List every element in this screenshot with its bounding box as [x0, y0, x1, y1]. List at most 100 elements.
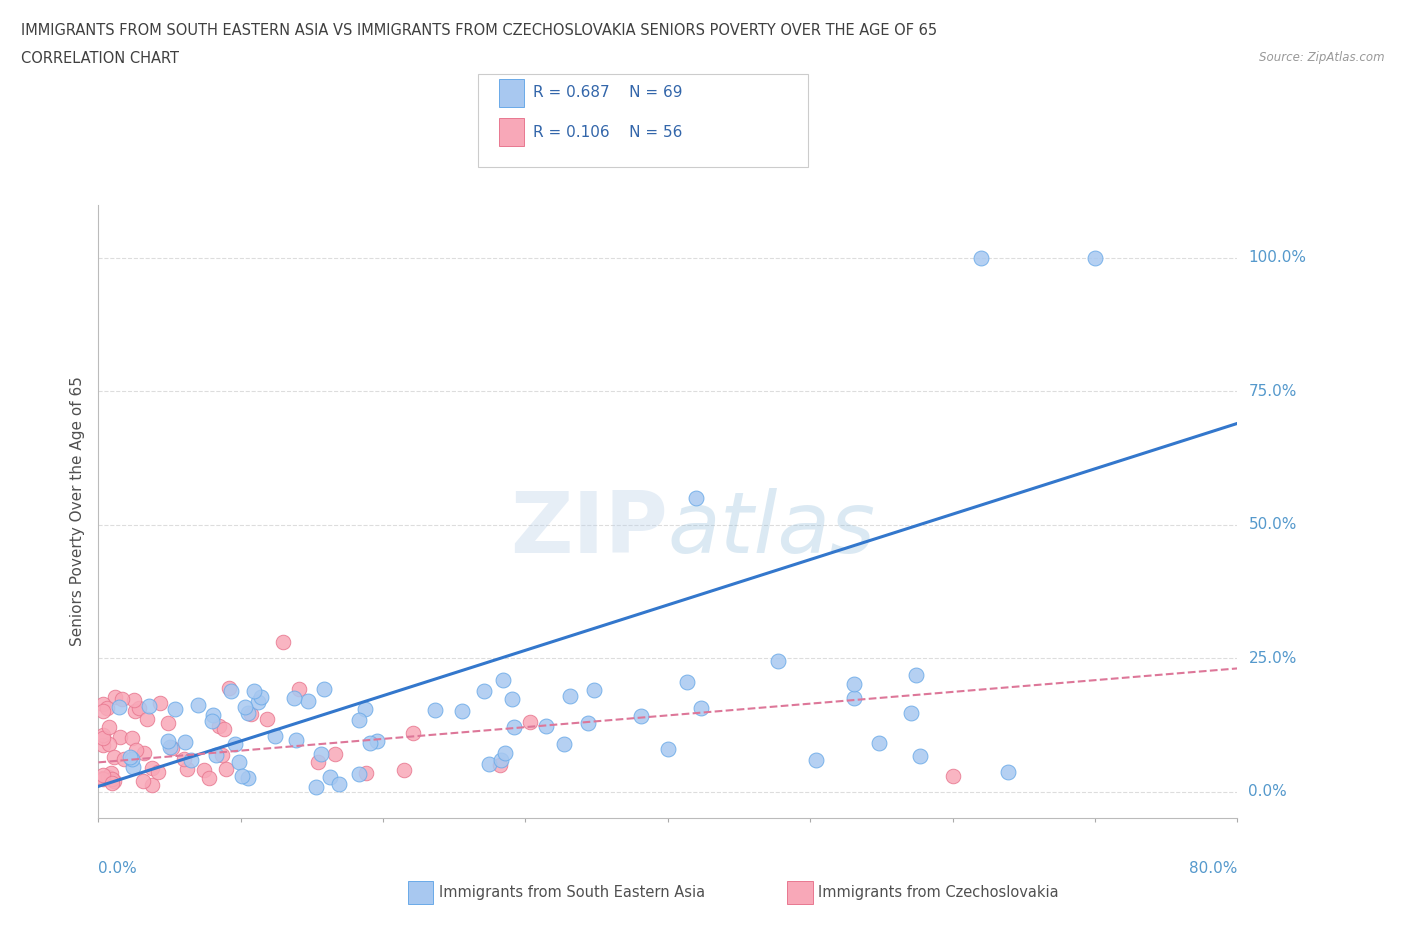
Point — [997, 764, 1019, 779]
Point — [100, 766, 122, 781]
Point — [353, 701, 375, 716]
Point — [657, 742, 679, 757]
Point — [224, 737, 246, 751]
Point — [91, 767, 114, 782]
Point — [91, 737, 114, 752]
Point — [256, 711, 278, 726]
Point — [401, 725, 423, 740]
Point — [132, 745, 155, 760]
Point — [91, 697, 114, 711]
Point — [207, 719, 229, 734]
Point — [91, 727, 114, 742]
Text: CORRELATION CHART: CORRELATION CHART — [21, 51, 179, 66]
Point — [91, 730, 114, 745]
Point — [804, 752, 827, 767]
Point — [103, 750, 125, 764]
Point — [97, 737, 120, 751]
Point — [156, 716, 179, 731]
Point — [160, 740, 183, 755]
Text: 50.0%: 50.0% — [1249, 517, 1296, 532]
Point — [970, 250, 993, 265]
Point — [141, 777, 163, 792]
Point — [392, 763, 415, 777]
Point — [309, 746, 332, 761]
Text: Immigrants from Czechoslovakia: Immigrants from Czechoslovakia — [818, 885, 1059, 900]
Point — [323, 747, 346, 762]
Point — [519, 715, 541, 730]
Point — [91, 703, 114, 718]
Point — [212, 721, 235, 736]
Point — [91, 772, 114, 787]
Point — [173, 751, 195, 766]
Point — [124, 704, 146, 719]
Point — [235, 699, 257, 714]
Point — [287, 681, 309, 696]
Point — [125, 742, 148, 757]
Point — [354, 765, 377, 780]
Point — [97, 720, 120, 735]
Point — [328, 777, 350, 791]
Point — [489, 758, 512, 773]
Point — [319, 770, 342, 785]
Point — [583, 683, 606, 698]
Point — [239, 707, 262, 722]
Point — [685, 491, 707, 506]
Point — [187, 698, 209, 712]
Point — [247, 695, 270, 710]
Text: atlas: atlas — [668, 488, 876, 571]
Point — [534, 719, 557, 734]
Point — [101, 771, 124, 786]
Point — [121, 731, 143, 746]
Point — [198, 771, 221, 786]
Point — [560, 688, 582, 703]
Point — [176, 762, 198, 777]
Text: R = 0.106    N = 56: R = 0.106 N = 56 — [533, 125, 682, 140]
Point — [576, 715, 599, 730]
Point — [141, 761, 163, 776]
Point — [304, 780, 326, 795]
Point — [174, 735, 197, 750]
Point — [104, 690, 127, 705]
Point — [215, 762, 238, 777]
Point — [501, 692, 523, 707]
Point — [120, 750, 142, 764]
Point — [347, 712, 370, 727]
Point — [366, 734, 388, 749]
Point — [238, 770, 260, 785]
Point — [243, 684, 266, 699]
Point — [842, 691, 865, 706]
Point — [423, 702, 446, 717]
Point — [553, 737, 575, 751]
Point — [868, 736, 890, 751]
Point — [472, 683, 495, 698]
Point — [122, 692, 145, 707]
Point — [108, 730, 131, 745]
Point — [128, 700, 150, 715]
Point — [108, 699, 131, 714]
Point — [91, 770, 114, 785]
Text: 75.0%: 75.0% — [1249, 384, 1296, 399]
Point — [97, 770, 120, 785]
Y-axis label: Seniors Poverty Over the Age of 65: Seniors Poverty Over the Age of 65 — [70, 377, 86, 646]
Point — [219, 684, 242, 698]
Point — [477, 757, 499, 772]
Point — [236, 705, 259, 720]
Point — [112, 751, 135, 766]
Point — [180, 752, 202, 767]
Point — [157, 734, 180, 749]
Text: Source: ZipAtlas.com: Source: ZipAtlas.com — [1260, 51, 1385, 64]
Point — [285, 733, 308, 748]
Text: Immigrants from South Eastern Asia: Immigrants from South Eastern Asia — [439, 885, 704, 900]
Point — [910, 749, 932, 764]
Point — [103, 774, 125, 789]
Point — [163, 701, 186, 716]
Point — [121, 751, 143, 766]
Point — [96, 700, 118, 715]
Text: R = 0.687    N = 69: R = 0.687 N = 69 — [533, 86, 682, 100]
Point — [132, 774, 155, 789]
Point — [204, 748, 226, 763]
Text: 100.0%: 100.0% — [1249, 250, 1306, 265]
Point — [193, 763, 215, 777]
Point — [492, 672, 515, 687]
Point — [900, 706, 922, 721]
